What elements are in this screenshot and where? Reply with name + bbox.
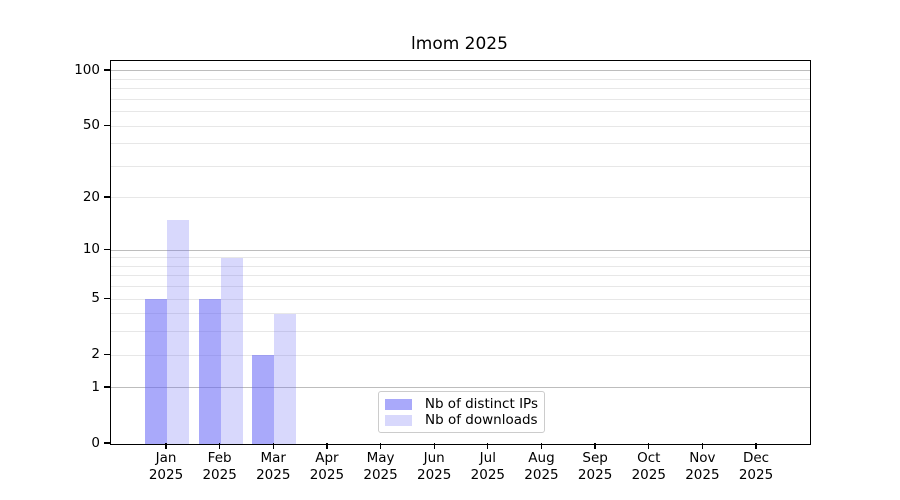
legend-label-downloads: Nb of downloads <box>425 411 538 428</box>
legend-label-distinct-ips: Nb of distinct IPs <box>424 395 538 412</box>
x-tick-jan-2025 <box>165 443 167 449</box>
major-gridline-10 <box>111 249 810 251</box>
minor-gridline-2 <box>111 354 810 356</box>
minor-gridline-40 <box>111 143 810 145</box>
x-tick-nov-2025 <box>701 443 704 449</box>
bar-feb-2025-downloads <box>220 257 243 444</box>
y-tick-label-50: 50 <box>82 117 100 134</box>
x-tick-label-mar-2025: Mar 2025 <box>256 450 291 483</box>
x-tick-apr-2025 <box>326 443 328 449</box>
x-tick-label-apr-2025: Apr 2025 <box>309 450 345 483</box>
x-tick-label-nov-2025: Nov 2025 <box>685 450 720 483</box>
x-tick-label-feb-2025: Feb 2025 <box>202 450 237 483</box>
x-tick-dec-2025 <box>755 443 757 449</box>
minor-gridline-50 <box>111 125 810 127</box>
minor-gridline-80 <box>111 88 810 90</box>
x-tick-label-jun-2025: Jun 2025 <box>417 450 452 483</box>
x-tick-label-may-2025: May 2025 <box>363 450 398 483</box>
minor-gridline-5 <box>111 298 810 300</box>
minor-gridline-90 <box>111 78 810 80</box>
y-tick-20 <box>104 196 110 198</box>
x-tick-may-2025 <box>379 443 382 449</box>
bar-jan-2025-downloads <box>167 219 189 444</box>
minor-gridline-3 <box>111 331 810 333</box>
bar-jan-2025-distinct-ips <box>145 299 167 444</box>
minor-gridline-60 <box>111 111 810 113</box>
x-tick-label-aug-2025: Aug 2025 <box>524 450 559 483</box>
minor-gridline-20 <box>111 197 810 199</box>
x-tick-feb-2025 <box>218 443 221 449</box>
minor-gridline-7 <box>111 275 810 277</box>
x-tick-aug-2025 <box>540 443 543 449</box>
y-tick-0 <box>104 442 110 444</box>
y-tick-10 <box>104 248 110 250</box>
major-gridline-1 <box>111 387 810 389</box>
y-tick-label-10: 10 <box>82 241 100 258</box>
minor-gridline-8 <box>111 265 810 267</box>
y-tick-5 <box>104 297 110 299</box>
x-tick-label-oct-2025: Oct 2025 <box>631 450 666 483</box>
chart-title: lmom 2025 <box>411 34 508 54</box>
y-tick-50 <box>104 124 110 126</box>
legend-item-downloads: Nb of downloads <box>385 411 538 428</box>
minor-gridline-9 <box>111 257 810 259</box>
y-tick-label-100: 100 <box>74 61 100 78</box>
bar-mar-2025-downloads <box>274 313 297 444</box>
y-tick-100 <box>104 69 110 71</box>
x-tick-jul-2025 <box>487 443 489 449</box>
minor-gridline-70 <box>111 98 810 100</box>
x-tick-label-jan-2025: Jan 2025 <box>148 450 184 483</box>
y-tick-label-20: 20 <box>82 188 100 205</box>
minor-gridline-6 <box>111 286 810 288</box>
y-tick-label-2: 2 <box>91 346 100 363</box>
x-tick-jun-2025 <box>433 443 435 449</box>
y-tick-1 <box>104 386 110 388</box>
legend-swatch-downloads <box>385 414 412 426</box>
legend-swatch-distinct-ips <box>385 398 412 410</box>
x-tick-sep-2025 <box>594 443 596 449</box>
y-tick-label-5: 5 <box>91 290 100 307</box>
x-tick-oct-2025 <box>648 443 650 449</box>
plot-area <box>110 60 811 445</box>
y-tick-2 <box>104 353 110 355</box>
y-tick-label-1: 1 <box>91 378 100 395</box>
y-tick-label-0: 0 <box>91 435 100 451</box>
bar-feb-2025-distinct-ips <box>198 299 221 444</box>
x-tick-label-sep-2025: Sep 2025 <box>577 450 613 483</box>
minor-gridline-4 <box>111 313 810 315</box>
legend-item-distinct-ips: Nb of distinct IPs <box>385 395 538 412</box>
x-tick-mar-2025 <box>272 443 274 449</box>
x-tick-label-jul-2025: Jul 2025 <box>470 450 505 483</box>
minor-gridline-30 <box>111 165 810 167</box>
legend: Nb of distinct IPs Nb of downloads <box>378 391 545 433</box>
major-gridline-100 <box>111 70 810 72</box>
x-tick-label-dec-2025: Dec 2025 <box>738 450 774 483</box>
bar-mar-2025-distinct-ips <box>252 355 275 444</box>
